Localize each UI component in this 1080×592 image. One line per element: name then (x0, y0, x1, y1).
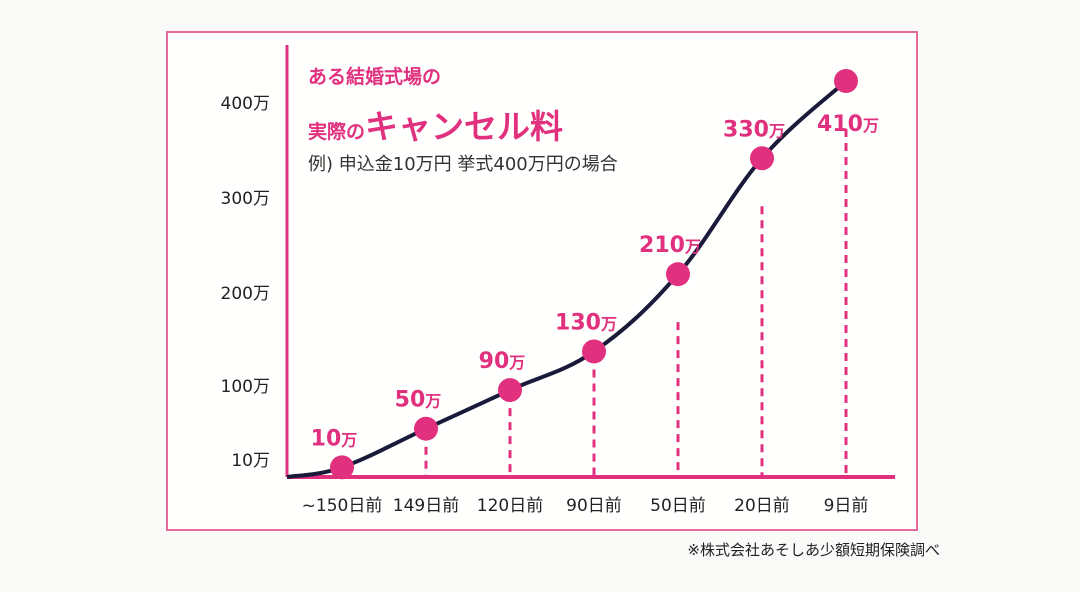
y-tick-label: 10万 (231, 451, 270, 471)
data-label: 130万 (555, 310, 617, 335)
x-tick-label: 149日前 (393, 496, 459, 516)
data-label: 90万 (479, 349, 526, 374)
y-tick-label: 400万 (221, 94, 270, 114)
chart-subtitle: 例) 申込金10万円 挙式400万円の場合 (308, 154, 618, 175)
data-label: 210万 (639, 233, 701, 258)
chart-title-line1: ある結婚式場の (308, 66, 442, 88)
data-label: 50万 (395, 388, 442, 413)
chart-title-line2: 実際のキャンセル料 (308, 100, 563, 148)
data-point (834, 69, 858, 93)
data-point (330, 455, 354, 480)
data-point (582, 339, 606, 364)
data-label: 410万 (817, 112, 879, 137)
chart-frame (166, 31, 918, 531)
data-point (498, 378, 522, 403)
data-point (666, 262, 690, 287)
source-note: ※株式会社あそしあ少額短期保険調べ (687, 541, 940, 559)
x-tick-label: 9日前 (824, 496, 869, 516)
data-point (414, 416, 438, 441)
y-tick-label: 200万 (221, 284, 270, 304)
data-label: 330万 (723, 117, 785, 142)
chart-title-prefix: 実際の (308, 121, 366, 143)
x-tick-label: 20日前 (734, 496, 790, 516)
x-tick-label: 50日前 (650, 496, 706, 516)
data-point (750, 146, 774, 171)
chart-title-main: キャンセル料 (365, 107, 564, 146)
data-label: 10万 (311, 426, 358, 451)
x-tick-label: 120日前 (477, 496, 543, 516)
y-tick-label: 300万 (221, 189, 270, 209)
y-tick-label: 100万 (221, 377, 270, 397)
x-tick-label: ~150日前 (302, 496, 383, 516)
x-tick-label: 90日前 (566, 496, 622, 516)
